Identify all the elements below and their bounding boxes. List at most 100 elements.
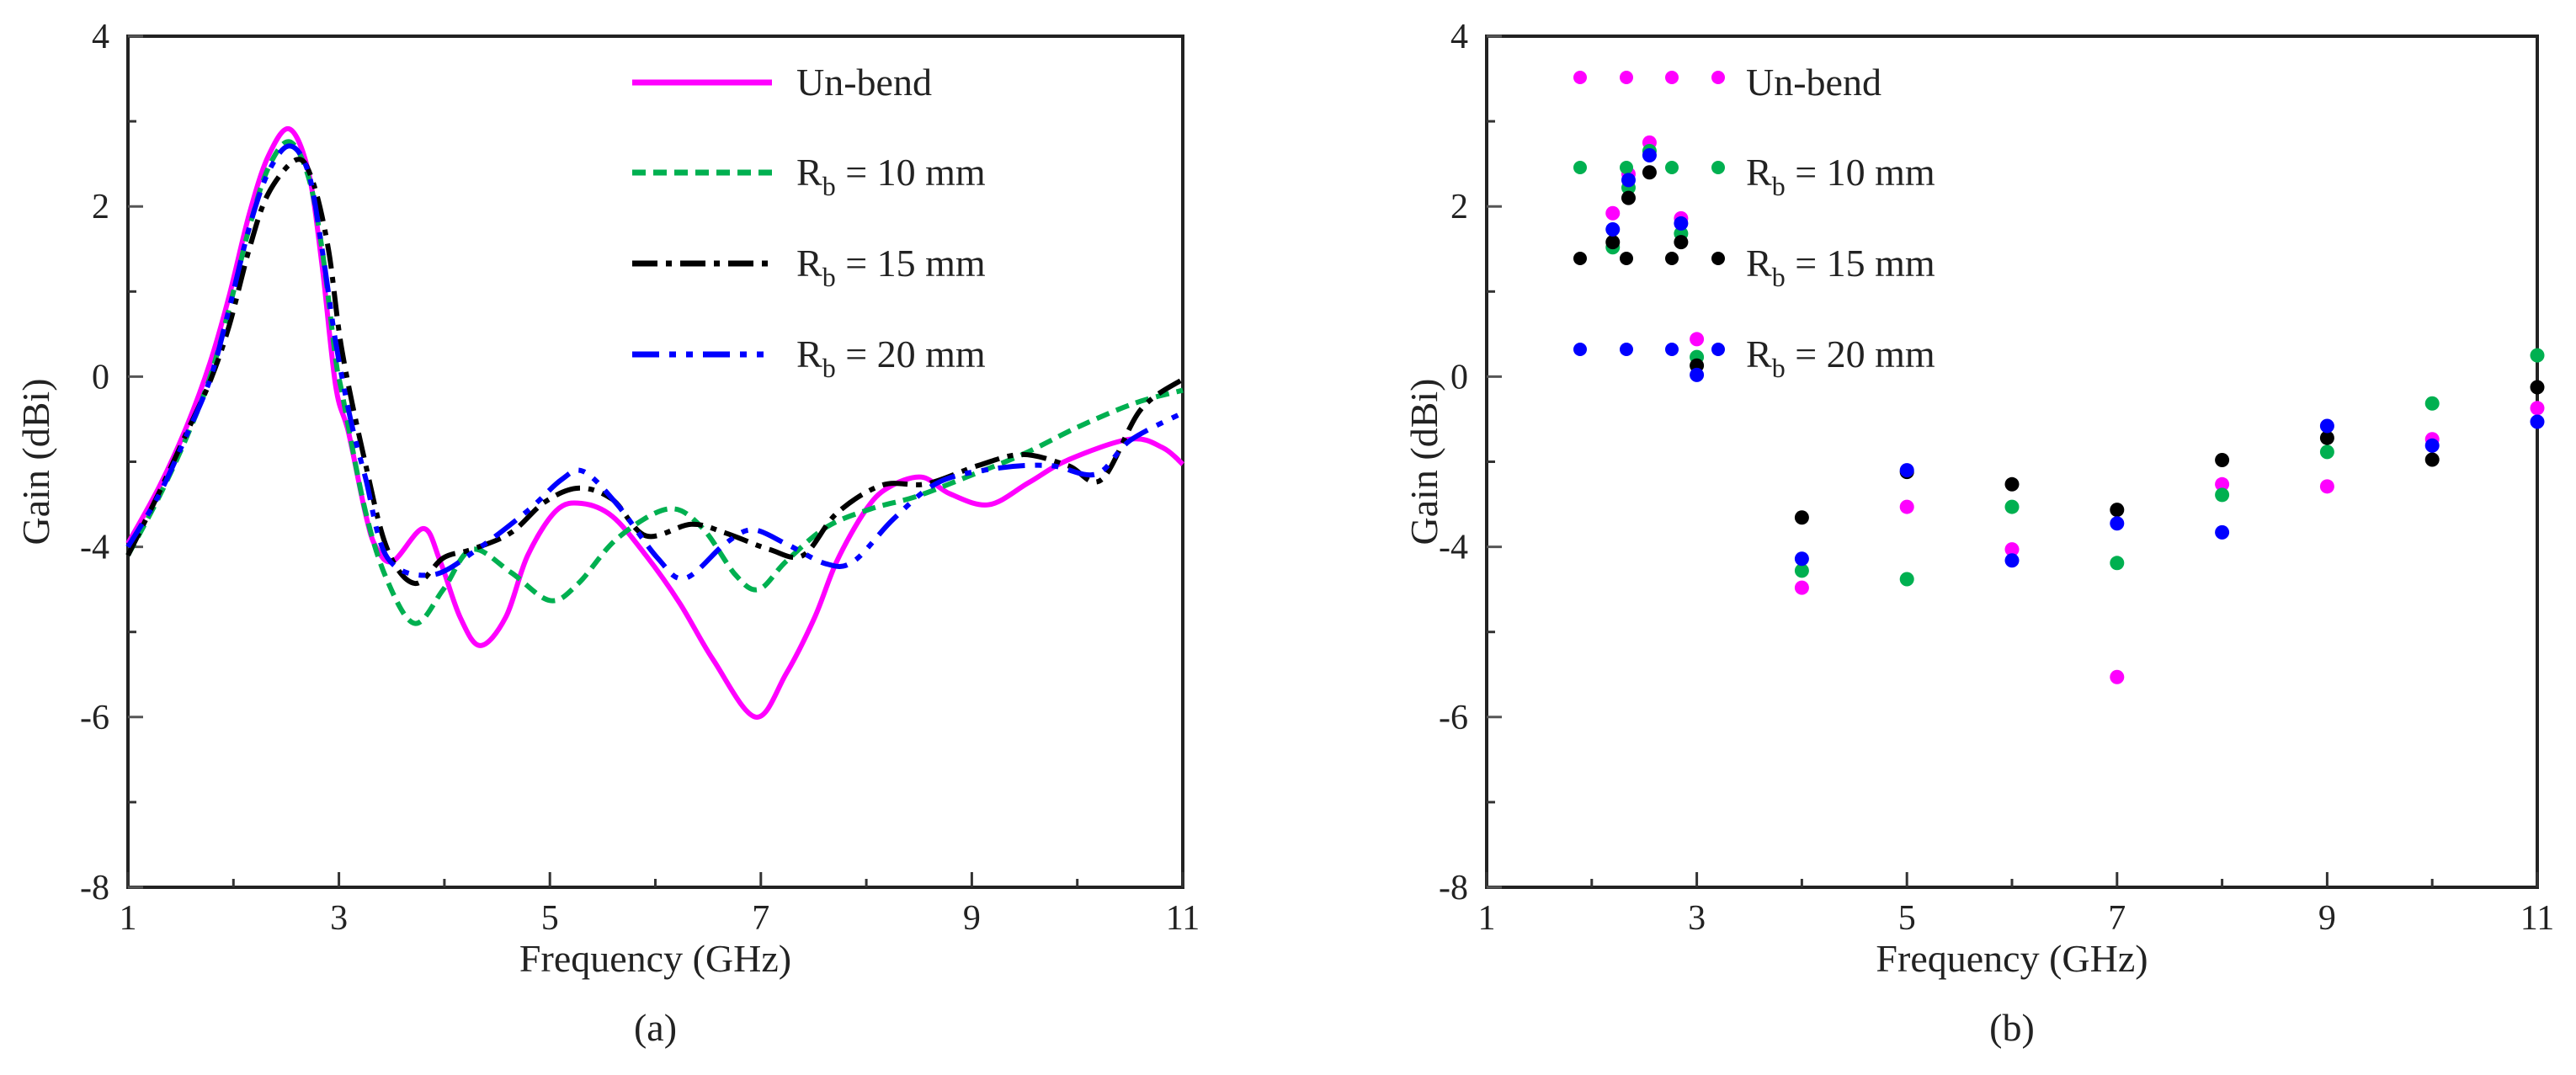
data-point — [1690, 367, 1705, 382]
data-point — [2215, 524, 2230, 540]
legend-dot — [1620, 71, 1633, 84]
legend-label-main: R — [796, 151, 822, 194]
series-line-0 — [125, 126, 1185, 720]
legend-label-main: R — [1746, 242, 1772, 285]
y-tick-label: -6 — [1439, 699, 1468, 737]
x-tick-label: 3 — [330, 899, 348, 938]
data-point — [1674, 235, 1689, 250]
y-tick-label: 2 — [1450, 188, 1468, 226]
data-point — [1899, 499, 1914, 514]
legend-dot — [1573, 71, 1587, 84]
data-point — [2424, 438, 2440, 453]
y-tick-label: 0 — [92, 358, 109, 396]
legend-label-main: R — [1746, 333, 1772, 375]
data-point — [2004, 499, 2020, 514]
legend-dot — [1711, 343, 1725, 356]
legend-dot — [1665, 252, 1679, 265]
x-tick-label: 7 — [752, 899, 769, 938]
legend-label: Rb = 20 mm — [796, 333, 986, 383]
data-point — [1621, 173, 1636, 188]
y-tick-label: 4 — [1450, 18, 1468, 56]
y-tick-label: -4 — [80, 529, 109, 567]
panel-label: (b) — [1989, 1006, 2035, 1049]
legend-label-rest: = 20 mm — [836, 333, 986, 375]
legend-label-sub: b — [822, 262, 836, 292]
data-point — [2110, 556, 2125, 571]
legend-dot — [1620, 161, 1633, 174]
legend-dot — [1711, 71, 1725, 84]
x-tick-label: 1 — [1478, 899, 1496, 938]
series-line-1 — [125, 139, 1184, 626]
data-point — [2319, 418, 2334, 434]
x-tick-label: 5 — [1898, 899, 1916, 938]
data-point — [2215, 487, 2230, 503]
legend-dot — [1665, 343, 1679, 356]
data-point — [2319, 430, 2334, 445]
x-tick-label: 5 — [541, 899, 559, 938]
data-point — [1794, 551, 1809, 567]
chart-panel-a: 1 3 5 7 9 11 4 2 0 -4 -6 -8 Frequency (GHz) Gain (dBi… — [14, 18, 1200, 1049]
data-point — [1674, 216, 1689, 231]
y-tick-label: -4 — [1439, 529, 1468, 567]
data-point — [1794, 580, 1809, 595]
legend-label-rest: = 10 mm — [1786, 151, 1935, 194]
legend-dot — [1665, 161, 1679, 174]
data-point — [1621, 190, 1636, 205]
legend-label: Un-bend — [1746, 61, 1881, 104]
data-point — [2004, 553, 2020, 568]
legend-label-sub: b — [1772, 353, 1786, 383]
legend-label-sub: b — [1772, 262, 1786, 292]
data-point — [1605, 235, 1621, 250]
legend-label-main: R — [796, 333, 822, 375]
data-point — [1605, 221, 1621, 237]
data-point — [1794, 510, 1809, 525]
y-tick-label: -8 — [80, 869, 109, 907]
data-point — [1642, 165, 1657, 180]
legend-dot — [1711, 252, 1725, 265]
legend-dot — [1573, 343, 1587, 356]
legend-label: Rb = 20 mm — [1746, 333, 1935, 383]
legend-label: Rb = 15 mm — [796, 242, 986, 292]
data-point — [2110, 516, 2125, 531]
x-tick-label: 11 — [1166, 899, 1200, 938]
legend-label-rest: = 10 mm — [836, 151, 986, 194]
panel-label: (a) — [634, 1006, 677, 1049]
legend-label-sub: b — [822, 353, 836, 383]
y-tick-label: 2 — [92, 188, 109, 226]
plot-frame — [126, 35, 1184, 889]
data-point — [2424, 396, 2440, 411]
x-axis-label: Frequency (GHz) — [519, 937, 791, 980]
data-point — [2319, 444, 2334, 460]
data-point — [2110, 503, 2125, 518]
y-tick-label: -8 — [1439, 869, 1468, 907]
legend-label-main: R — [1746, 151, 1772, 194]
legend-label-sub: b — [1772, 171, 1786, 201]
x-tick-label: 3 — [1688, 899, 1706, 938]
y-tick-label: -6 — [80, 699, 109, 737]
chart-panel-b: 1 3 5 7 9 11 4 2 0 -4 -6 -8 Frequency (GHz) Gain (dBi… — [1402, 18, 2554, 1049]
y-axis-label: Gain (dBi) — [14, 378, 57, 545]
y-tick-label: 0 — [1450, 358, 1468, 396]
y-tick-label: 4 — [92, 18, 109, 56]
data-point — [1899, 572, 1914, 587]
x-tick-label: 9 — [963, 899, 981, 938]
series-line-3 — [125, 143, 1184, 582]
data-point — [2215, 476, 2230, 492]
data-point — [1642, 148, 1657, 163]
data-point — [2424, 452, 2440, 467]
data-point — [2004, 476, 2020, 492]
legend-dot — [1665, 71, 1679, 84]
x-tick-label: 9 — [2318, 899, 2336, 938]
legend-label: Rb = 10 mm — [1746, 151, 1935, 201]
data-point — [2215, 452, 2230, 467]
x-tick-label: 11 — [2520, 899, 2554, 938]
legend-label-rest: = 15 mm — [836, 242, 986, 285]
y-axis-label: Gain (dBi) — [1402, 378, 1445, 545]
plot-frame — [1485, 35, 2539, 889]
series-line-2 — [125, 157, 1184, 587]
data-point — [2530, 348, 2545, 363]
legend-dot — [1573, 252, 1587, 265]
data-point — [1690, 332, 1705, 347]
legend-label-rest: = 15 mm — [1786, 242, 1935, 285]
data-point — [2530, 380, 2545, 395]
